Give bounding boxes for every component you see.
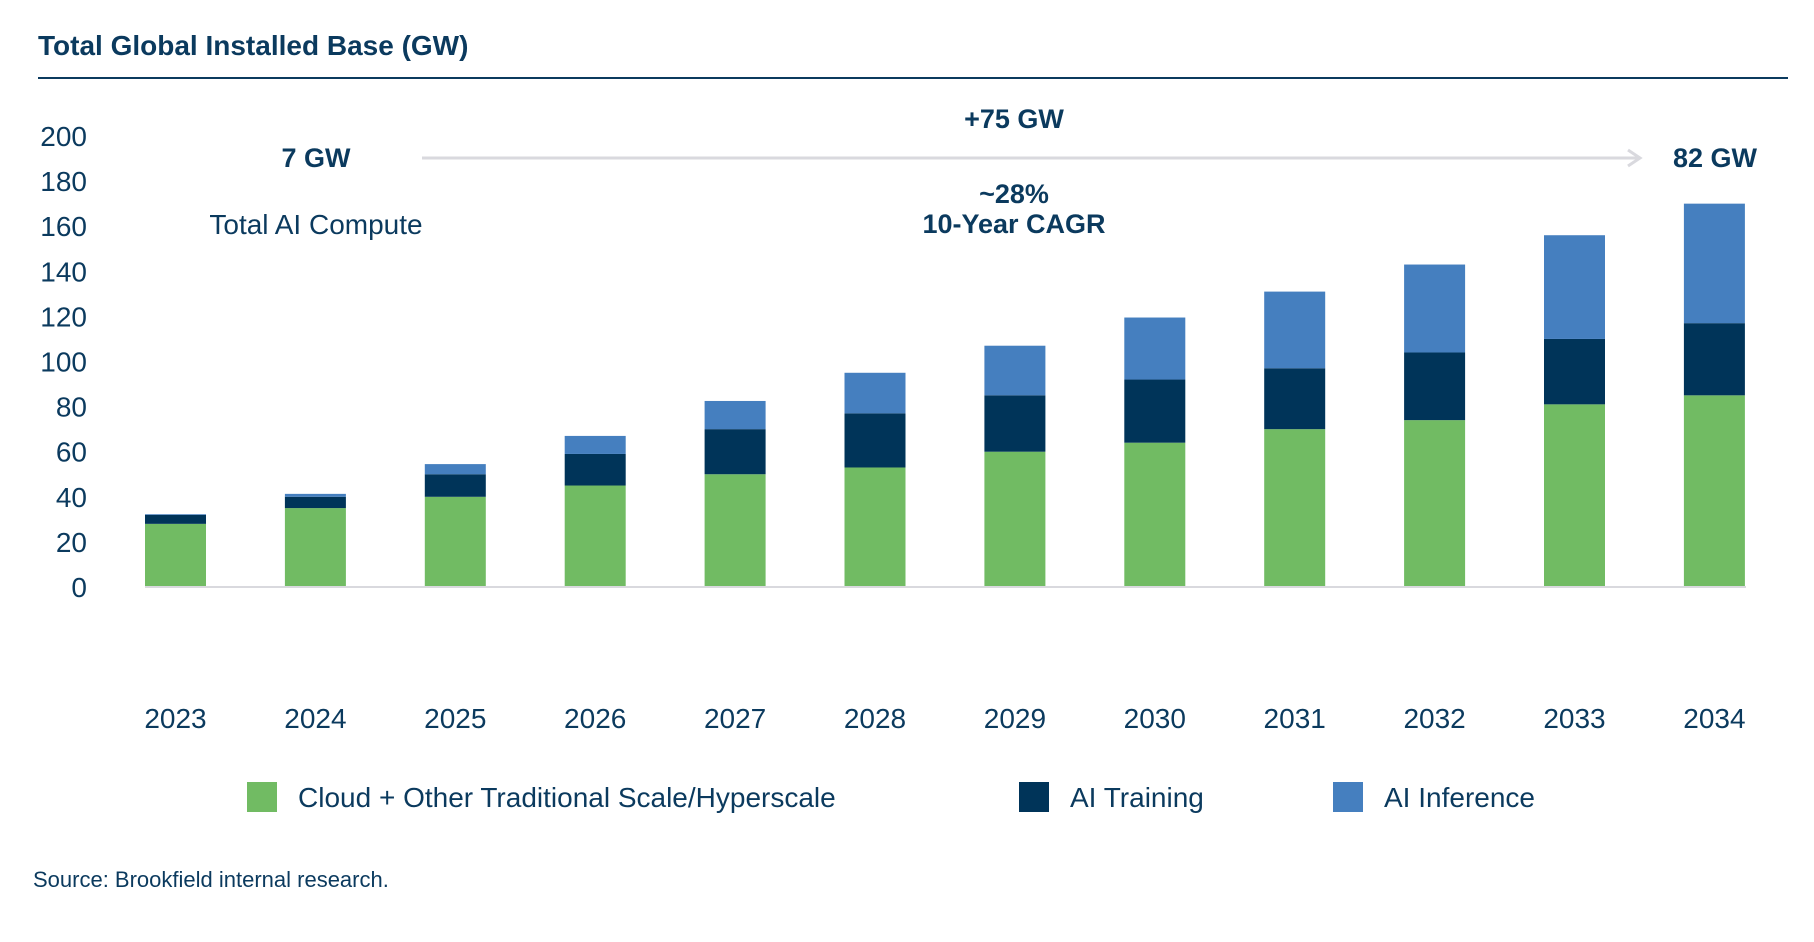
start-label-annotation: Total AI Compute xyxy=(209,209,422,240)
bar-segment-ai-training xyxy=(844,413,906,468)
y-tick-label: 180 xyxy=(40,166,87,197)
source-note: Source: Brookfield internal research. xyxy=(33,867,389,892)
bar-segment-ai-training xyxy=(284,496,346,509)
legend-swatch xyxy=(247,782,277,812)
bar-segment-ai-training xyxy=(1124,379,1186,443)
bar-segment-cloud-other-traditional-scale-hyperscale xyxy=(704,474,766,587)
legend-swatch xyxy=(1333,782,1363,812)
legend: Cloud + Other Traditional Scale/Hypersca… xyxy=(247,782,1535,813)
bars xyxy=(145,203,1745,587)
bar-segment-ai-training xyxy=(1264,368,1326,430)
legend-label: AI Training xyxy=(1070,782,1204,813)
bar-segment-cloud-other-traditional-scale-hyperscale xyxy=(1683,395,1745,587)
bar-segment-ai-inference xyxy=(145,514,206,515)
y-tick-label: 0 xyxy=(71,572,87,603)
bar-segment-cloud-other-traditional-scale-hyperscale xyxy=(424,496,486,587)
bar-segment-ai-inference xyxy=(284,493,346,497)
cagr-value: ~28% xyxy=(979,179,1049,209)
bar-segment-ai-training xyxy=(145,514,206,524)
y-tick-label: 120 xyxy=(40,301,87,332)
bar-segment-cloud-other-traditional-scale-hyperscale xyxy=(145,523,206,587)
x-axis: 2023 2024 2025 2026 2027 2028 2029 2030 2031 2032… xyxy=(144,703,1745,734)
bar-segment-ai-training xyxy=(984,395,1046,452)
legend-swatch xyxy=(1019,782,1049,812)
y-tick-label: 140 xyxy=(40,256,87,287)
bar-segment-ai-inference xyxy=(424,464,486,475)
x-tick-label: 2029 xyxy=(984,703,1046,734)
x-tick-label: 2030 xyxy=(1124,703,1186,734)
x-tick-label: 2027 xyxy=(704,703,766,734)
bar-segment-ai-inference xyxy=(1264,291,1326,369)
bar-segment-ai-inference xyxy=(704,400,766,430)
bar-segment-cloud-other-traditional-scale-hyperscale xyxy=(284,508,346,587)
end-value-annotation: 82 GW xyxy=(1673,143,1758,173)
y-tick-label: 100 xyxy=(40,347,87,378)
y-tick-label: 80 xyxy=(56,392,87,423)
y-tick-label: 60 xyxy=(56,437,87,468)
y-tick-label: 40 xyxy=(56,482,87,513)
bar-segment-ai-training xyxy=(564,453,626,486)
x-tick-label: 2023 xyxy=(144,703,206,734)
bar-segment-ai-inference xyxy=(844,372,906,414)
y-tick-label: 160 xyxy=(40,211,87,242)
bar-segment-cloud-other-traditional-scale-hyperscale xyxy=(1544,404,1605,587)
bar-segment-cloud-other-traditional-scale-hyperscale xyxy=(984,451,1046,587)
bar-segment-ai-training xyxy=(1404,352,1466,421)
bar-segment-ai-inference xyxy=(1683,203,1745,324)
x-tick-label: 2033 xyxy=(1543,703,1605,734)
bar-segment-ai-training xyxy=(1683,323,1745,396)
bar-segment-ai-inference xyxy=(1124,317,1186,380)
y-tick-label: 200 xyxy=(40,121,87,152)
bar-segment-cloud-other-traditional-scale-hyperscale xyxy=(1404,420,1466,587)
bar-segment-ai-training xyxy=(704,429,766,475)
bar-segment-cloud-other-traditional-scale-hyperscale xyxy=(1264,429,1326,587)
legend-label: AI Inference xyxy=(1384,782,1535,813)
x-tick-label: 2032 xyxy=(1403,703,1465,734)
start-value-annotation: 7 GW xyxy=(281,143,351,173)
bar-segment-ai-training xyxy=(424,474,486,497)
x-tick-label: 2031 xyxy=(1264,703,1326,734)
legend-label: Cloud + Other Traditional Scale/Hypersca… xyxy=(298,782,836,813)
y-tick-label: 20 xyxy=(56,527,87,558)
bar-segment-ai-inference xyxy=(1404,264,1466,353)
change-annotation: +75 GW xyxy=(964,104,1064,134)
bar-segment-cloud-other-traditional-scale-hyperscale xyxy=(564,485,626,587)
bar-segment-ai-inference xyxy=(1544,235,1605,339)
cagr-label: 10-Year CAGR xyxy=(922,209,1105,239)
bar-segment-cloud-other-traditional-scale-hyperscale xyxy=(1124,442,1186,587)
y-axis: 0 20 40 60 80 100 120 140 160 180 200 xyxy=(40,121,87,603)
x-tick-label: 2028 xyxy=(844,703,906,734)
bar-segment-cloud-other-traditional-scale-hyperscale xyxy=(844,467,906,587)
bar-segment-ai-training xyxy=(1544,338,1605,405)
bar-segment-ai-inference xyxy=(984,345,1046,396)
x-tick-label: 2025 xyxy=(424,703,486,734)
arrow-head-icon xyxy=(1627,148,1643,168)
chart-title: Total Global Installed Base (GW) xyxy=(38,30,468,61)
bar-segment-ai-inference xyxy=(564,435,626,454)
x-tick-label: 2024 xyxy=(284,703,346,734)
x-tick-label: 2026 xyxy=(564,703,626,734)
x-tick-label: 2034 xyxy=(1683,703,1745,734)
